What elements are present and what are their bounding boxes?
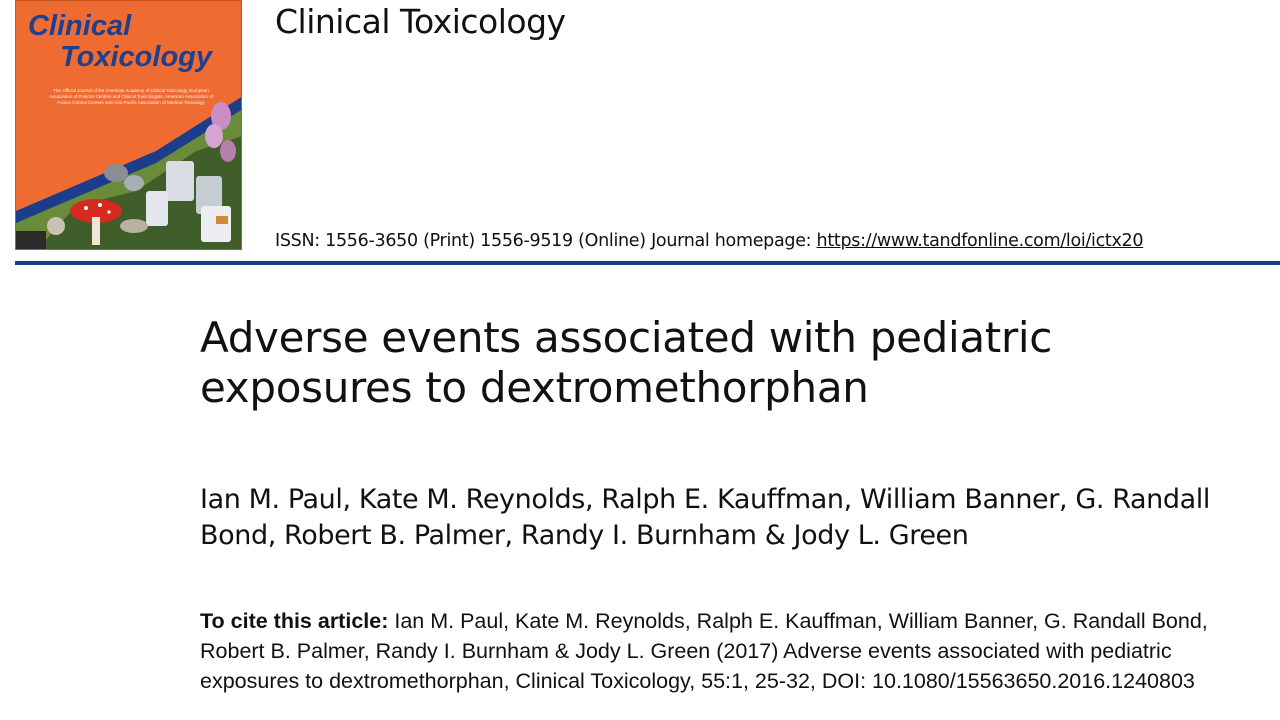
issn-line: ISSN: 1556-3650 (Print) 1556-9519 (Onlin… (275, 231, 1144, 251)
issn-text: ISSN: 1556-3650 (Print) 1556-9519 (Onlin… (275, 231, 817, 251)
journal-cover-image: Clinical Toxicology The Official Journal… (15, 0, 242, 250)
cover-title: Clinical Toxicology (28, 10, 241, 73)
cover-artwork (16, 97, 241, 249)
cover-description: The Official Journal of the American Aca… (49, 88, 213, 105)
article-title: Adverse events associated with pediatric… (200, 313, 1053, 412)
citation: To cite this article: Ian M. Paul, Kate … (200, 606, 1240, 696)
journal-homepage-link[interactable]: https://www.tandfonline.com/loi/ictx20 (816, 231, 1144, 251)
cover-title-line2: Toxicology (60, 41, 212, 73)
cover-title-line1: Clinical (28, 10, 132, 42)
author-list: Ian M. Paul, Kate M. Reynolds, Ralph E. … (200, 484, 1210, 551)
citation-text: Ian M. Paul, Kate M. Reynolds, Ralph E. … (200, 609, 1208, 693)
header-divider (15, 261, 1280, 265)
journal-name: Clinical Toxicology (275, 2, 566, 41)
citation-label: To cite this article: (200, 609, 389, 633)
